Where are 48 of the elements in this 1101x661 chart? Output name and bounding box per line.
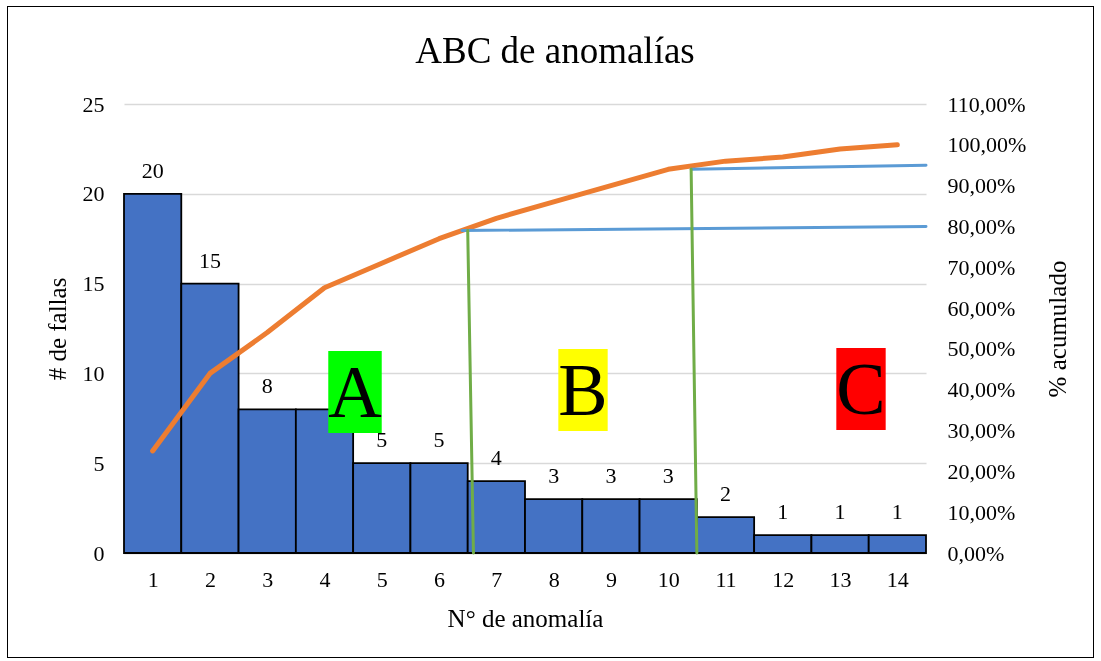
y-tick-label: 20 [82,181,105,207]
x-tick-label: 2 [204,566,216,592]
x-tick-label: 7 [491,566,503,592]
y2-tick-label: 70,00% [947,254,1016,280]
y2-tick-label: 110,00% [947,91,1026,117]
chart-title: ABC de anomalías [415,30,695,71]
y2-tick-label: 80,00% [947,213,1016,239]
data-label: 3 [548,463,560,489]
y-tick-label: 0 [93,540,105,566]
x-tick-label: 9 [605,566,617,592]
x-tick-label: 14 [886,566,909,592]
data-label: 1 [834,499,846,525]
x-tick-label: 4 [319,566,331,592]
y-tick-label: 10 [82,360,105,386]
y2-tick-label: 90,00% [947,173,1016,199]
y2-tick-label: 20,00% [947,458,1016,484]
data-label: 4 [490,445,502,471]
x-axis-title: N° de anomalía [447,604,604,632]
y2-tick-label: 60,00% [947,295,1016,321]
data-label: 3 [662,463,674,489]
data-label: 3 [605,463,617,489]
data-label: 1 [891,499,903,525]
x-tick-label: 1 [147,566,159,592]
y-tick-label: 5 [93,450,105,476]
x-tick-label: 6 [434,566,446,592]
data-label: 8 [261,373,273,399]
x-tick-label: 8 [548,566,560,592]
data-label: 5 [433,427,445,453]
y-axis-title: # de fallas [43,277,71,381]
y-tick-label: 25 [82,91,105,117]
data-label: 20 [141,157,164,183]
y2-tick-label: 30,00% [947,418,1016,444]
y2-tick-label: 50,00% [947,336,1016,362]
y2-tick-label: 40,00% [947,377,1016,403]
y2-axis-title: % acumulado [1044,260,1072,398]
y2-tick-label: 0,00% [947,540,1005,566]
data-label: 1 [777,499,789,525]
y2-tick-label: 100,00% [947,132,1027,158]
x-tick-label: 13 [829,566,852,592]
x-tick-label: 3 [262,566,274,592]
x-tick-label: 5 [376,566,388,592]
data-label: 2 [720,481,731,507]
x-tick-label: 12 [772,566,795,592]
x-tick-label: 11 [715,566,737,592]
data-label: 15 [198,247,221,273]
y-tick-label: 15 [82,271,105,297]
y2-tick-label: 10,00% [947,499,1016,525]
x-tick-label: 10 [657,566,680,592]
